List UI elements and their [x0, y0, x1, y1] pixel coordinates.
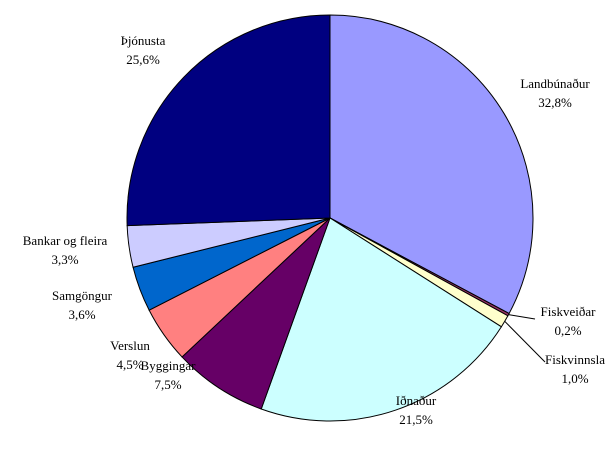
slice-label: Þjónusta	[121, 33, 166, 48]
slice-label: Samgöngur	[52, 288, 113, 303]
pie-slice	[329, 14, 534, 315]
slice-value-label: 3,3%	[51, 252, 78, 267]
slice-label: Verslun	[110, 338, 150, 353]
slice-label: Bankar og fleira	[23, 233, 108, 248]
slice-label: Iðnaður	[396, 393, 437, 408]
pie-slice	[260, 217, 503, 422]
slice-value-label: 4,5%	[116, 357, 143, 372]
leader-line	[504, 320, 546, 363]
slice-label: Fiskveiðar	[541, 304, 597, 319]
slice-value-label: 0,2%	[554, 323, 581, 338]
slice-value-label: 25,6%	[126, 52, 160, 67]
leader-line	[508, 314, 536, 320]
slice-value-label: 3,6%	[68, 307, 95, 322]
slice-value-label: 21,5%	[399, 412, 433, 427]
slice-value-label: 32,8%	[538, 95, 572, 110]
slice-label: Byggingar	[141, 358, 197, 373]
slice-label: Landbúnaður	[520, 76, 590, 91]
pie-slice	[181, 217, 331, 410]
slice-value-label: 7,5%	[154, 377, 181, 392]
pie-slice	[126, 14, 331, 227]
slice-value-label: 1,0%	[561, 371, 588, 386]
slice-label: Fiskvinnsla	[545, 352, 605, 367]
